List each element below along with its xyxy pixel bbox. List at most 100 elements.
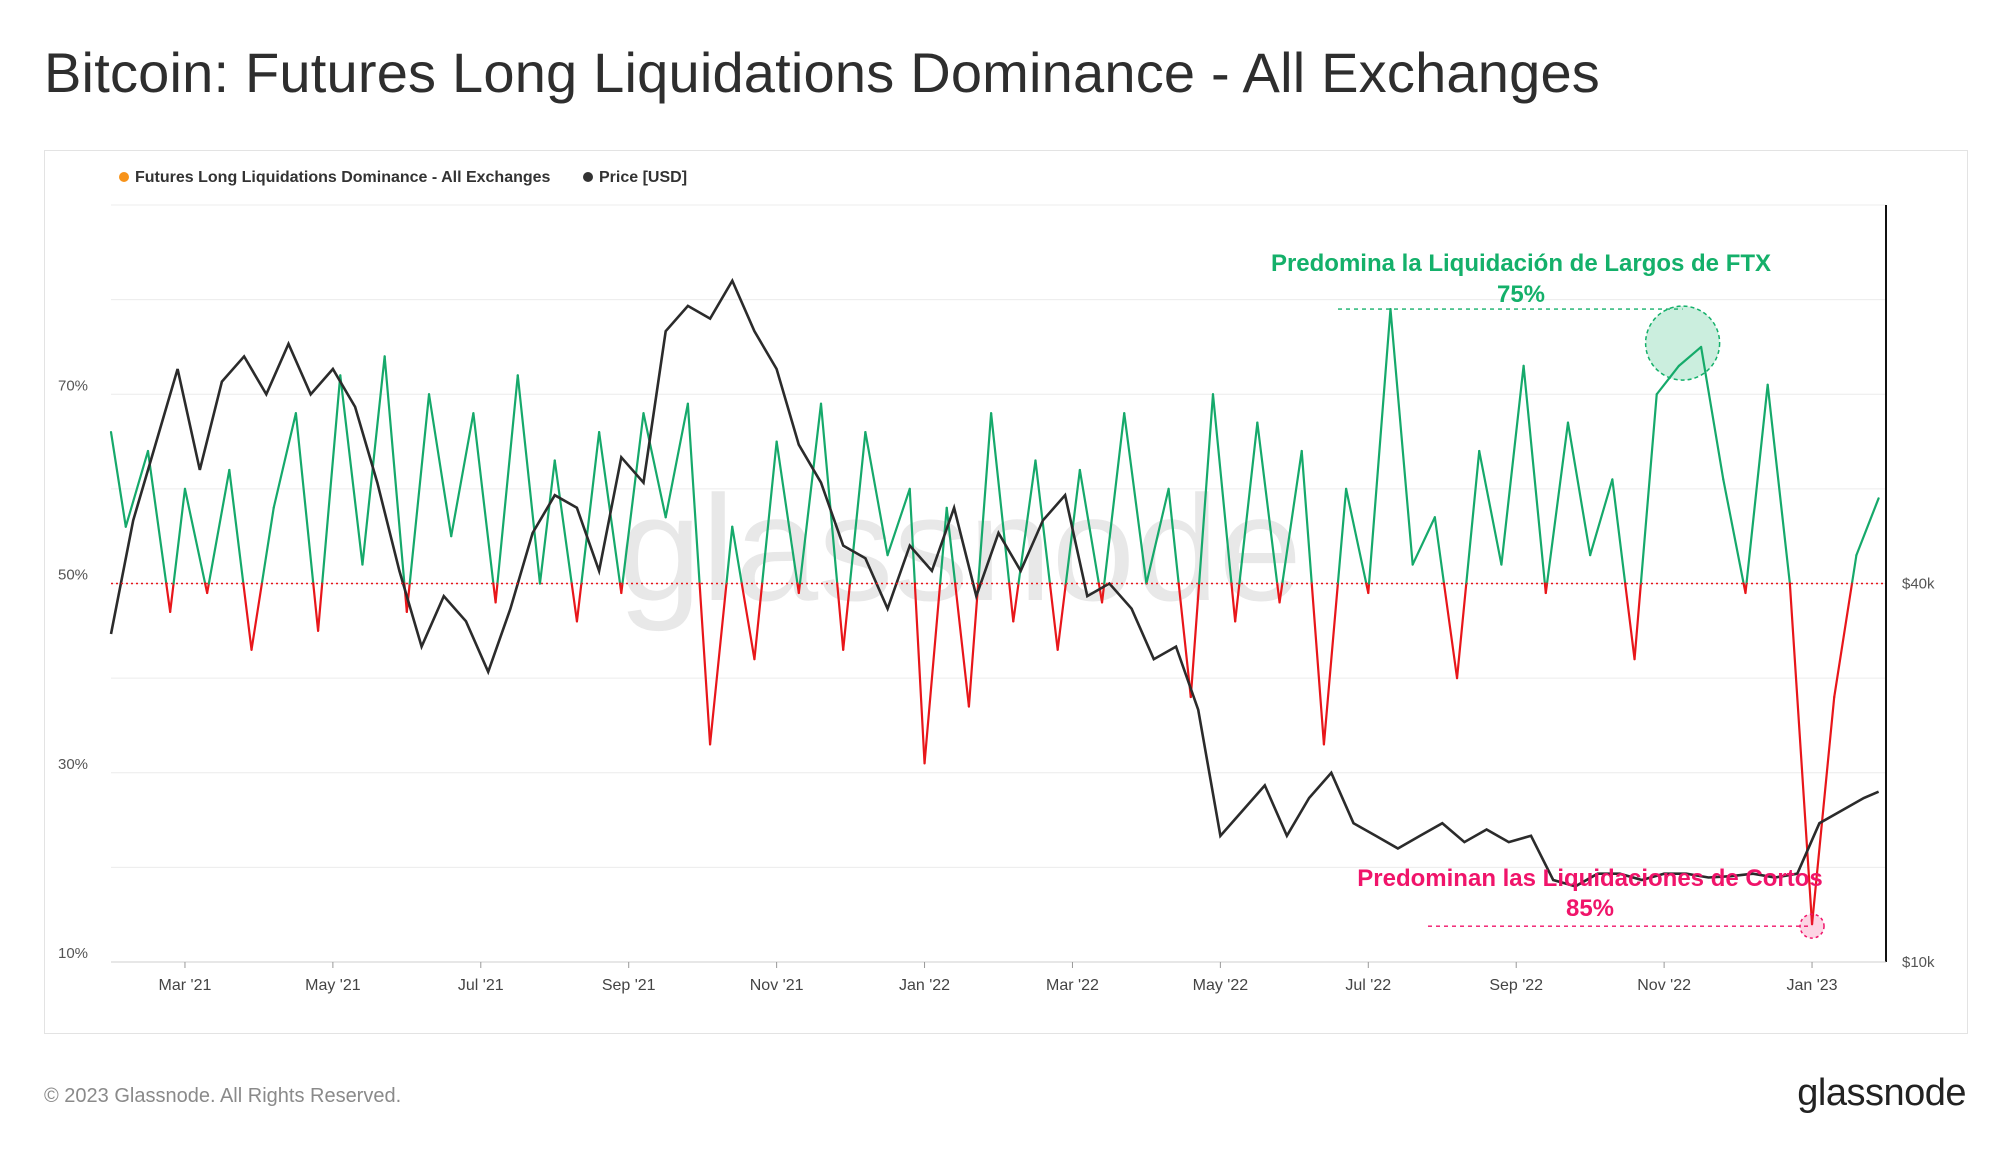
y-axis-right: $10k $40k xyxy=(1902,576,1935,972)
x-tick-label: Jan '22 xyxy=(899,977,950,994)
dominance-segment-long xyxy=(1345,487,1368,585)
price-line xyxy=(109,277,1880,888)
dominance-segment-short xyxy=(913,582,926,765)
x-tick-label: Jul '22 xyxy=(1345,977,1391,994)
y-left-tick-label: 70% xyxy=(58,377,88,394)
footer-logo: glassnode xyxy=(1797,1072,1966,1114)
legend-dominance-dot xyxy=(119,172,129,182)
dominance-segment-short xyxy=(250,582,263,651)
dominance-segment-short xyxy=(575,582,583,623)
dominance-segment-short xyxy=(842,582,852,651)
dominance-segment-long xyxy=(472,412,495,585)
dominance-segment-short xyxy=(1056,582,1067,651)
dominance-segment-short xyxy=(698,582,712,746)
dominance-segment-long xyxy=(1389,307,1414,566)
dominance-segment-long xyxy=(496,374,519,585)
dominance-segment-long xyxy=(553,459,573,585)
dominance-segment-long xyxy=(1500,364,1525,566)
dominance-segment-long xyxy=(516,374,542,585)
dominance-segment-long xyxy=(383,355,406,585)
ftx-annotation-circle xyxy=(1644,305,1721,381)
dominance-segment-short xyxy=(312,582,320,632)
dominance-segment-short xyxy=(954,582,971,708)
dominance-segment-long xyxy=(339,374,364,566)
dominance-segment-long xyxy=(172,487,187,585)
dominance-segment-short xyxy=(494,582,499,604)
annotations: Predomina la Liquidación de Largos de FT… xyxy=(1271,250,1825,939)
dominance-segment-short xyxy=(1442,582,1459,680)
dominance-segment-long xyxy=(819,402,839,585)
dominance-segment-short xyxy=(1624,582,1636,661)
x-tick-label: Nov '21 xyxy=(750,977,804,994)
dominance-segment-long xyxy=(1566,421,1592,557)
x-tick-label: Jan '23 xyxy=(1786,977,1837,994)
dominance-segment-long xyxy=(1281,449,1303,585)
dominance-segment-long xyxy=(731,525,743,585)
dominance-segment-long xyxy=(124,449,150,528)
dominance-segment-short xyxy=(708,582,728,746)
dominance-segment-long xyxy=(1850,554,1858,585)
x-tick-label: Mar '21 xyxy=(159,977,212,994)
footer-copyright: © 2023 Glassnode. All Rights Reserved. xyxy=(44,1085,402,1107)
dominance-segment-short xyxy=(206,582,210,595)
dominance-segment-long xyxy=(538,459,556,585)
dominance-segment-long xyxy=(621,412,645,585)
y-right-tick-label: $10k xyxy=(1902,954,1935,971)
shorts-annotation-value: 85% xyxy=(1566,895,1614,922)
x-tick-label: Nov '22 xyxy=(1637,977,1691,994)
shorts-annotation-text: Predominan las Liquidaciones de Cortos xyxy=(1357,865,1822,892)
dominance-segment-long xyxy=(109,431,127,528)
dominance-segment-long xyxy=(294,412,315,585)
dominance-segment-long xyxy=(1238,421,1259,585)
x-tick-label: Jul '21 xyxy=(458,977,504,994)
chart-panel xyxy=(44,150,1968,1034)
dominance-segment-long xyxy=(1433,516,1446,585)
legend-price-dot xyxy=(583,172,593,182)
dominance-segment-short xyxy=(165,582,172,613)
dominance-segment-long xyxy=(725,525,734,585)
dominance-segment-long xyxy=(598,431,622,585)
x-axis: Mar '21 May '21 Jul '21 Sep '21 Nov '21 Jan '… xyxy=(111,961,1886,994)
dominance-segment-long xyxy=(977,412,993,585)
dominance-segment-long xyxy=(1478,449,1503,566)
dominance-segment-long xyxy=(908,487,916,585)
dominance-segment-short xyxy=(740,582,756,661)
ftx-annotation-text: Predomina la Liquidación de Largos de FT… xyxy=(1271,250,1771,277)
dominance-segment-short xyxy=(1230,582,1237,623)
dominance-segment-long xyxy=(1639,393,1658,585)
dominance-segment-long xyxy=(361,355,386,566)
dominance-segment-long xyxy=(1103,412,1126,585)
dominance-segment-long xyxy=(1078,468,1100,585)
dominance-segment-long xyxy=(990,412,1011,585)
y-left-tick-label: 10% xyxy=(58,945,88,962)
dominance-segment-long xyxy=(775,440,799,585)
dominance-segment-short xyxy=(1455,582,1468,680)
dominance-segment-short xyxy=(1744,582,1748,595)
x-tick-label: Sep '21 xyxy=(602,977,656,994)
dominance-segment-long xyxy=(580,431,601,585)
x-tick-label: May '21 xyxy=(305,977,361,994)
dominance-segment-long xyxy=(945,506,957,585)
y-right-tick-label: $40k xyxy=(1902,576,1935,593)
dominance-segment-short xyxy=(1367,582,1371,595)
dominance-segment-short xyxy=(1633,582,1642,661)
dominance-segment-long xyxy=(408,393,431,585)
dominance-segment-long xyxy=(1700,345,1725,481)
legend-dominance-label: Futures Long Liquidations Dominance - Al… xyxy=(135,169,551,186)
dominance-segment-short xyxy=(620,582,624,595)
dominance-segment-short xyxy=(797,582,802,595)
y-left-tick-label: 30% xyxy=(58,756,88,773)
dominance-segment-long xyxy=(1167,487,1180,585)
dominance-segment-long xyxy=(1123,412,1148,585)
dominance-segment-long xyxy=(1855,497,1880,557)
y-axis-left: 10% 30% 50% 70% xyxy=(58,377,88,962)
dominance-segment-long xyxy=(798,402,823,585)
dominance-segment-long xyxy=(1211,393,1233,585)
dominance-segment-short xyxy=(1278,582,1284,604)
dominance-segment-long xyxy=(207,468,231,585)
dominance-segment-short xyxy=(1234,582,1241,623)
watermark-text: glassnode xyxy=(618,464,1302,632)
dominance-segment-long xyxy=(848,431,867,585)
dominance-segment-long xyxy=(183,487,207,585)
dominance-segment-long xyxy=(686,402,701,585)
